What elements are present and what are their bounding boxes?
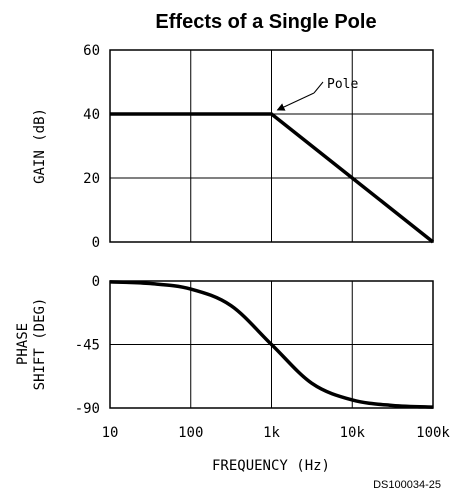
chart-title: Effects of a Single Pole <box>155 11 376 33</box>
document-code: DS100034-25 <box>373 479 441 491</box>
gain-y-tick-label: 20 <box>83 171 100 187</box>
x-tick-label: 100 <box>178 425 203 441</box>
pole-annotation-leader <box>313 81 324 94</box>
gain-y-tick-label: 60 <box>83 43 100 59</box>
gain-panel: 0 20 40 60 GAIN (dB) Pole <box>32 43 435 251</box>
phase-series-line <box>109 280 434 409</box>
phase-y-axis-label-line1: PHASE <box>15 323 31 365</box>
x-tick-label: 10k <box>340 425 366 441</box>
phase-y-tick-label: 0 <box>92 274 100 290</box>
x-tick-label: 100k <box>416 425 450 441</box>
phase-y-tick-labels: 0 -45 -90 <box>75 274 100 417</box>
gain-grid <box>109 49 434 243</box>
pole-annotation-arrow <box>276 92 315 111</box>
x-tick-label: 10 <box>102 425 119 441</box>
phase-panel: 0 -45 -90 PHASE SHIFT (DEG) <box>15 274 434 417</box>
gain-series-line <box>110 112 435 244</box>
phase-y-tick-label: -45 <box>75 338 100 354</box>
phase-y-tick-label: -90 <box>75 401 100 417</box>
x-tick-label: 1k <box>263 425 280 441</box>
phase-y-axis-label-line2: SHIFT (DEG) <box>32 298 48 391</box>
gain-frame <box>109 49 434 243</box>
x-axis-label: FREQUENCY (Hz) <box>212 458 330 474</box>
gain-y-axis-label: GAIN (dB) <box>32 108 48 184</box>
phase-frame <box>109 280 434 409</box>
gain-y-tick-label: 0 <box>92 235 100 251</box>
gain-y-tick-label: 40 <box>83 107 100 123</box>
gain-y-tick-labels: 0 20 40 60 <box>83 43 100 251</box>
pole-annotation-label: Pole <box>327 77 358 92</box>
x-tick-labels: 10 100 1k 10k 100k <box>102 425 451 441</box>
